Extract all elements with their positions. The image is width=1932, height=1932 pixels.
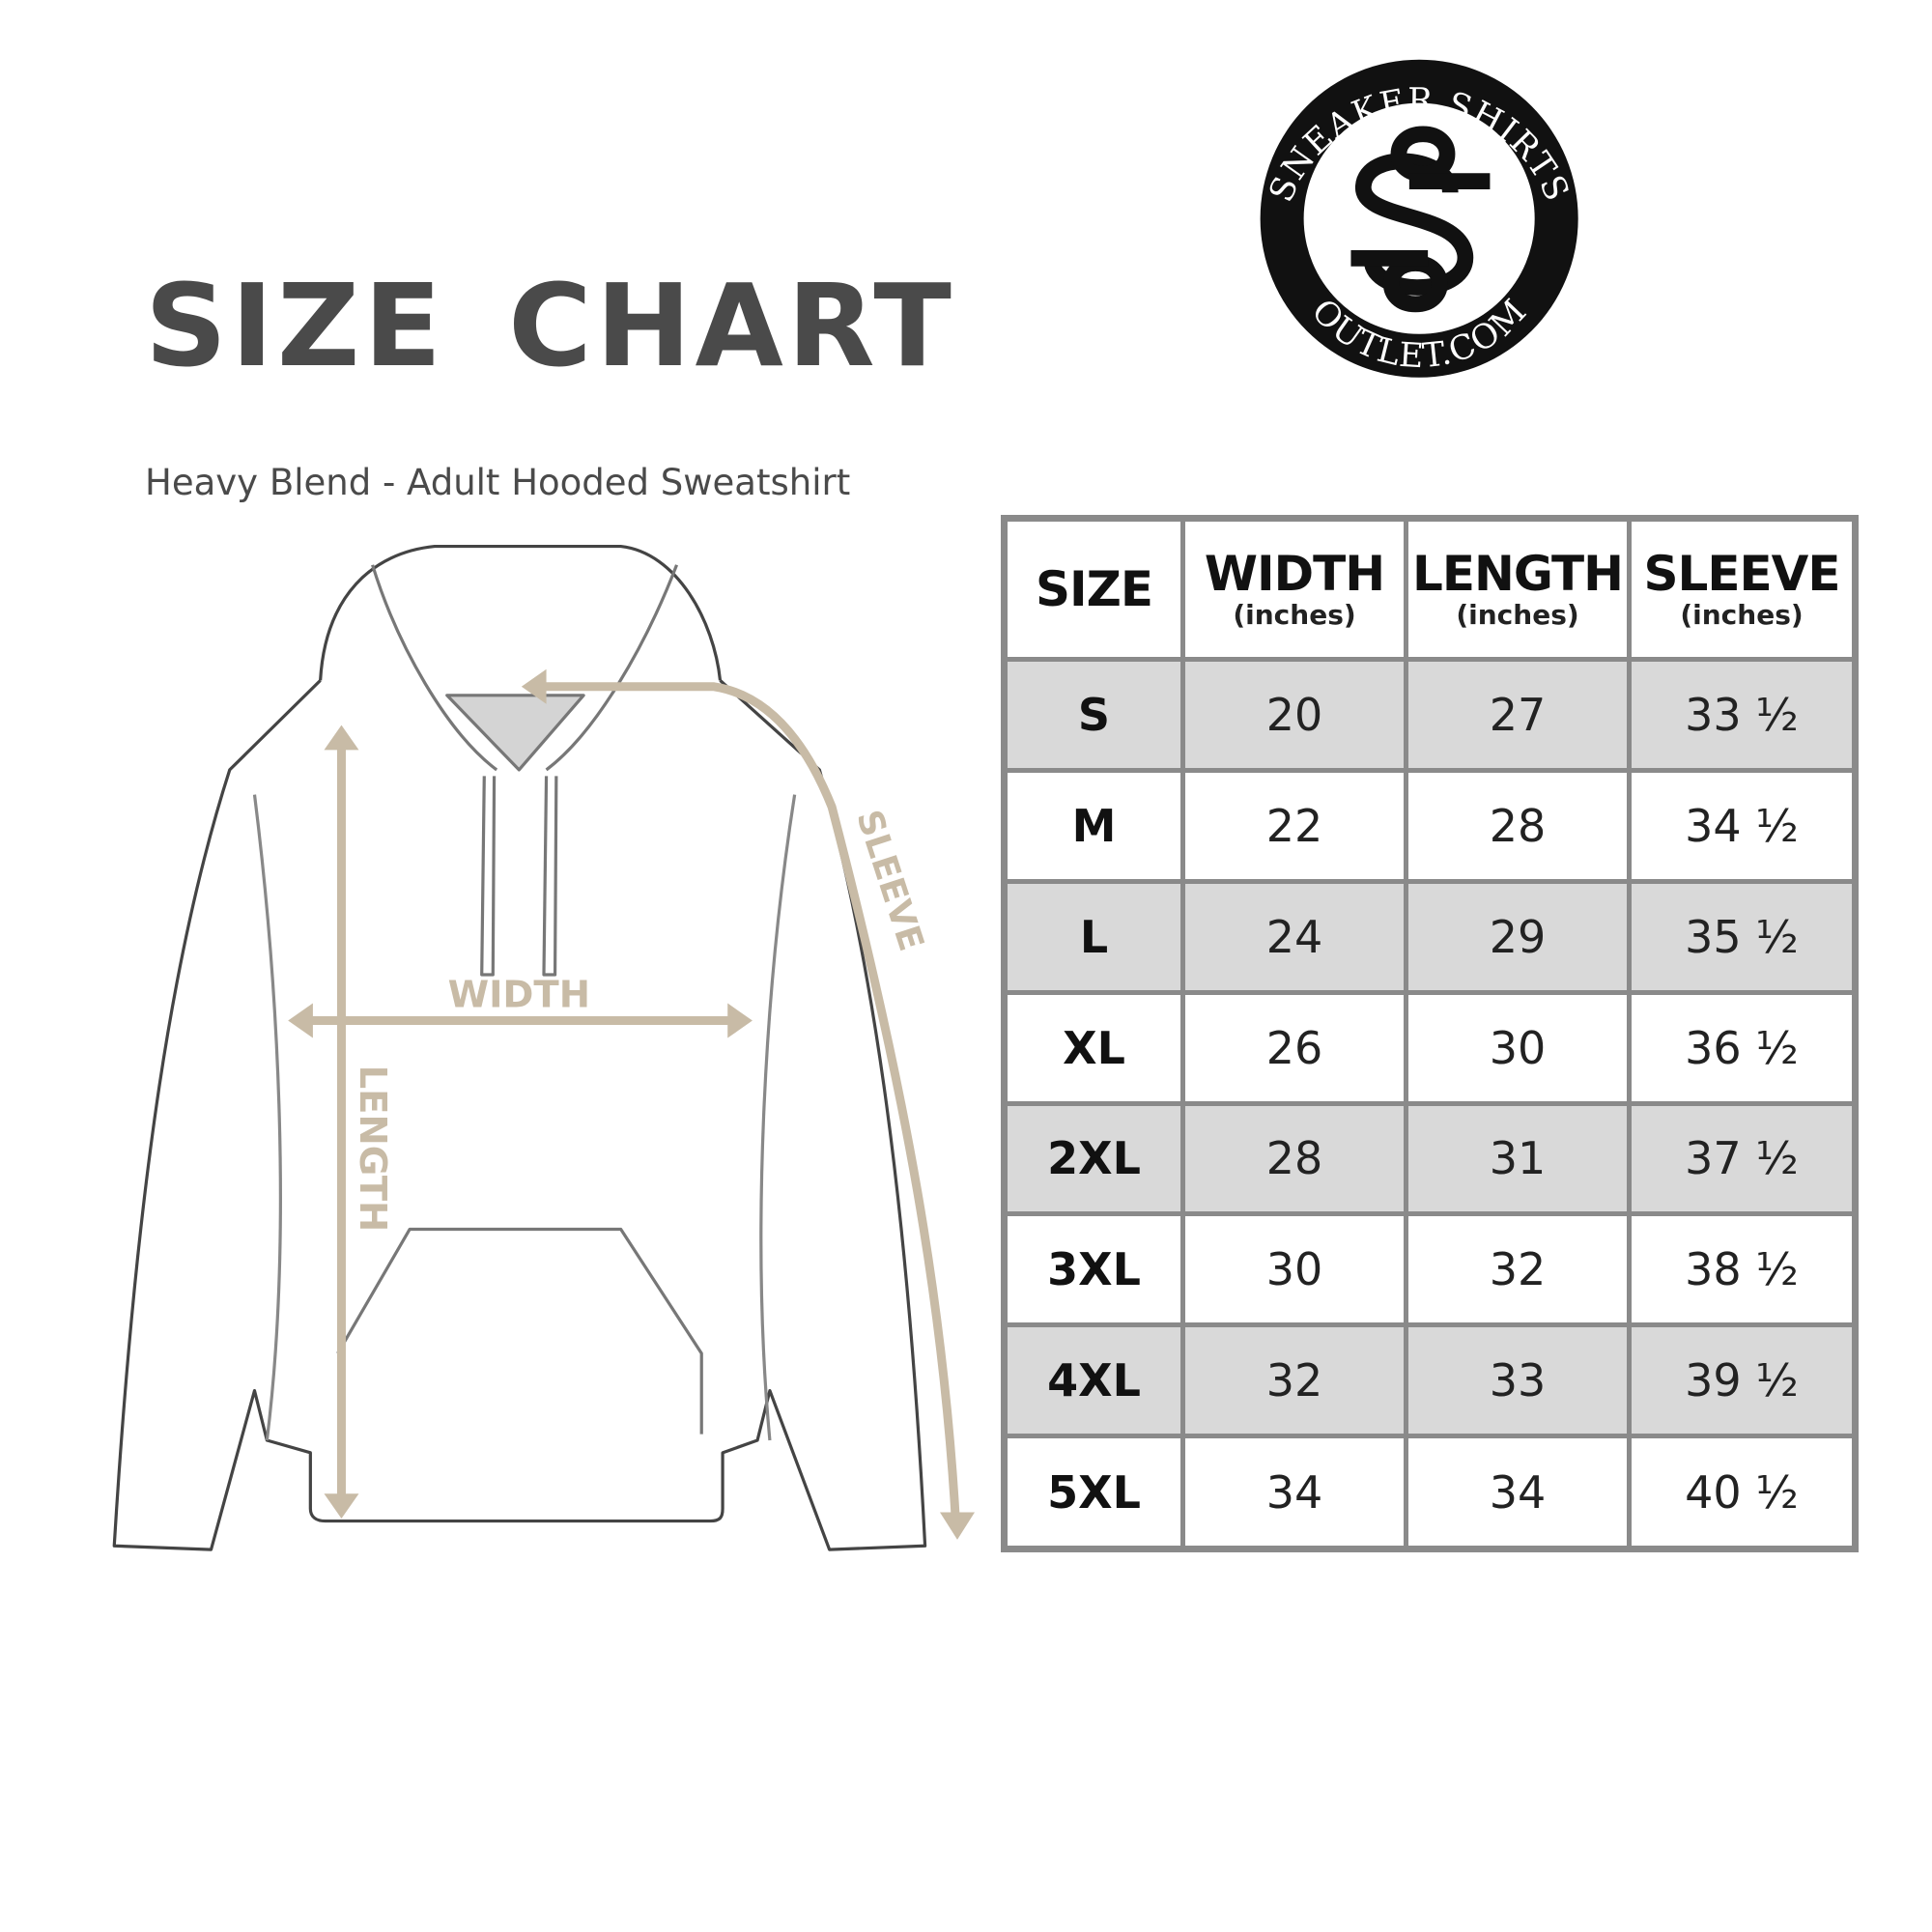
table-row: 3XL 30 32 38 ½ bbox=[1002, 1211, 1858, 1328]
monogram-graphic bbox=[1350, 126, 1491, 313]
length-cell: 31 bbox=[1404, 1100, 1632, 1217]
width-cell: 28 bbox=[1180, 1100, 1408, 1217]
length-cell: 34 bbox=[1404, 1434, 1632, 1551]
size-cell: 4XL bbox=[1002, 1322, 1185, 1439]
size-cell: M bbox=[1002, 767, 1185, 884]
width-cell: 20 bbox=[1180, 657, 1408, 773]
table-row: XL 26 30 36 ½ bbox=[1002, 989, 1858, 1106]
width-cell: 32 bbox=[1180, 1322, 1408, 1439]
length-cell: 30 bbox=[1404, 989, 1632, 1106]
table-row: 5XL 34 34 40 ½ bbox=[1002, 1434, 1858, 1551]
length-cell: 32 bbox=[1404, 1211, 1632, 1328]
header-unit: (inches) bbox=[1233, 598, 1356, 631]
header-unit: (inches) bbox=[1680, 598, 1804, 631]
header-size: SIZE bbox=[1002, 516, 1185, 662]
table-row: M 22 28 34 ½ bbox=[1002, 767, 1858, 884]
measure-lines bbox=[288, 668, 975, 1540]
table-row: 2XL 28 31 37 ½ bbox=[1002, 1100, 1858, 1217]
brand-logo: SNEAKER SHIRTS OUTLET.COM bbox=[1260, 59, 1578, 378]
size-cell: L bbox=[1002, 878, 1185, 995]
size-cell: 2XL bbox=[1002, 1100, 1185, 1217]
hoodie-outline bbox=[112, 544, 927, 1551]
sleeve-cell: 33 ½ bbox=[1627, 657, 1858, 773]
width-cell: 34 bbox=[1180, 1434, 1408, 1551]
header-sleeve: SLEEVE (inches) bbox=[1627, 516, 1858, 662]
width-cell: 30 bbox=[1180, 1211, 1408, 1328]
page-title: SIZE CHART bbox=[145, 259, 955, 392]
header-label: SIZE bbox=[1035, 561, 1153, 617]
size-cell: 3XL bbox=[1002, 1211, 1185, 1328]
sleeve-cell: 34 ½ bbox=[1627, 767, 1858, 884]
length-cell: 27 bbox=[1404, 657, 1632, 773]
length-label: LENGTH bbox=[351, 1065, 394, 1233]
sleeve-cell: 39 ½ bbox=[1627, 1322, 1858, 1439]
sleeve-cell: 40 ½ bbox=[1627, 1434, 1858, 1551]
sleeve-cell: 35 ½ bbox=[1627, 878, 1858, 995]
width-cell: 22 bbox=[1180, 767, 1408, 884]
header-unit: (inches) bbox=[1456, 598, 1579, 631]
header-label: SLEEVE bbox=[1643, 545, 1840, 602]
table-header-row: SIZE WIDTH (inches) LENGTH (inches) SLEEVE… bbox=[1002, 516, 1858, 662]
size-table: SIZE WIDTH (inches) LENGTH (inches) SLEEVE… bbox=[1001, 515, 1859, 1552]
length-cell: 33 bbox=[1404, 1322, 1632, 1439]
header-length: LENGTH (inches) bbox=[1404, 516, 1632, 662]
header-label: LENGTH bbox=[1412, 545, 1624, 602]
header-width: WIDTH (inches) bbox=[1180, 516, 1408, 662]
length-cell: 28 bbox=[1404, 767, 1632, 884]
table-row: 4XL 32 33 39 ½ bbox=[1002, 1322, 1858, 1439]
size-cell: 5XL bbox=[1002, 1434, 1185, 1551]
size-cell: S bbox=[1002, 657, 1185, 773]
width-label: WIDTH bbox=[448, 973, 590, 1016]
header-label: WIDTH bbox=[1204, 545, 1385, 602]
sleeve-cell: 37 ½ bbox=[1627, 1100, 1858, 1217]
width-cell: 26 bbox=[1180, 989, 1408, 1106]
sleeve-cell: 36 ½ bbox=[1627, 989, 1858, 1106]
length-cell: 29 bbox=[1404, 878, 1632, 995]
table-row: S 20 27 33 ½ bbox=[1002, 657, 1858, 773]
width-cell: 24 bbox=[1180, 878, 1408, 995]
sleeve-cell: 38 ½ bbox=[1627, 1211, 1858, 1328]
size-cell: XL bbox=[1002, 989, 1185, 1106]
product-subtitle: Heavy Blend - Adult Hooded Sweatshirt bbox=[145, 462, 851, 503]
table-row: L 24 29 35 ½ bbox=[1002, 878, 1858, 995]
